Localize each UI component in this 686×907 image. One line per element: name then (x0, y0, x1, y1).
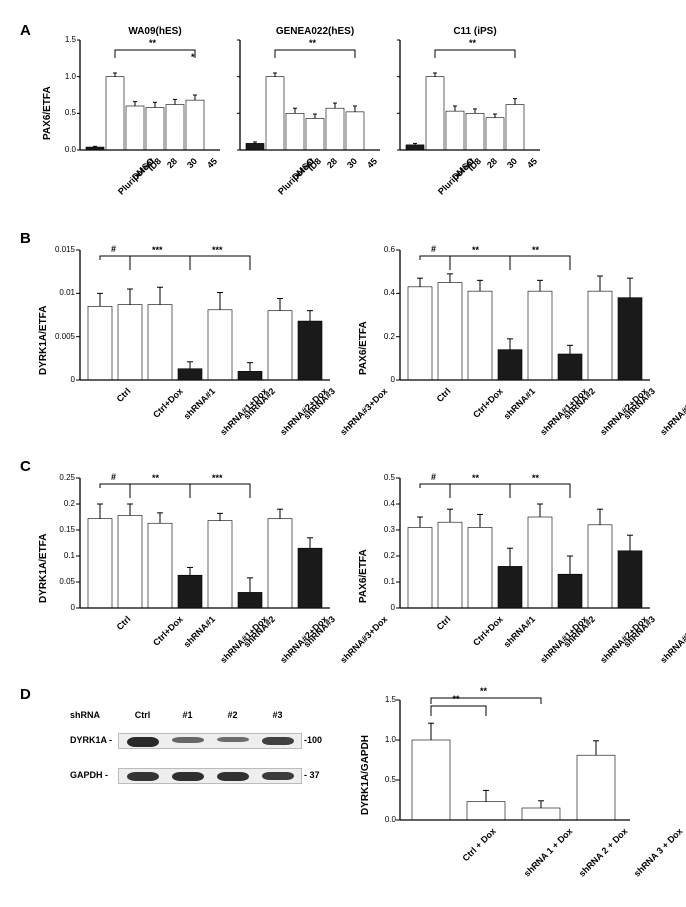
panel-d-sig: ** (480, 686, 487, 696)
panel-d-ytick: 0.0 (366, 815, 396, 824)
panel-d-sig: ** (453, 694, 460, 704)
panel-d-ylabel: DYRK1A/GAPDH (360, 735, 371, 815)
panel-d-ytick: 1.5 (366, 695, 396, 704)
panel-d-chart (0, 0, 686, 907)
